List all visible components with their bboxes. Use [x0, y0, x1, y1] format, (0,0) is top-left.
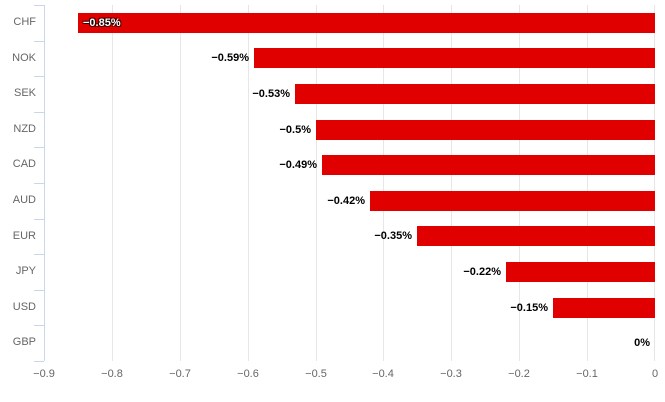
axis-tick-mark [34, 219, 44, 220]
bar [553, 298, 655, 318]
bar [506, 262, 655, 282]
bar-value-label: −0.35% [374, 230, 412, 242]
gridline [654, 5, 655, 361]
bar-value-label: −0.53% [252, 88, 290, 100]
axis-tick-mark [34, 254, 44, 255]
bar [78, 13, 655, 33]
gridline [316, 5, 317, 361]
bar-value-label: −0.49% [279, 159, 317, 171]
gridline [383, 5, 384, 361]
plot-area: −0.85% −0.59% −0.53% −0.5% −0.49% −0.42% −0.35… [34, 5, 655, 362]
category-label: JPY [15, 265, 36, 278]
axis-tick-mark [34, 147, 44, 148]
axis-tick-mark [34, 183, 44, 184]
gridline [451, 5, 452, 361]
x-axis-tick-label: −0.2 [508, 368, 530, 380]
category-label: USD [12, 300, 36, 313]
gridline [112, 5, 113, 361]
x-axis-tick-label: −0.7 [169, 368, 191, 380]
bar-value-label: −0.15% [510, 302, 548, 314]
category-label: GBP [12, 336, 36, 349]
bar [316, 120, 655, 140]
bar-value-label: −0.5% [279, 124, 312, 136]
bar [370, 191, 655, 211]
bar-value-label: −0.59% [211, 52, 249, 64]
x-axis-tick-label: −0.8 [101, 368, 123, 380]
axis-tick-mark [34, 325, 44, 326]
axis-tick-mark [34, 41, 44, 42]
bar-value-label: −0.85% [83, 17, 121, 29]
category-label: NOK [12, 51, 36, 64]
axis-tick-mark [34, 361, 44, 362]
axis-tick-mark [34, 112, 44, 113]
category-label: SEK [13, 87, 36, 100]
bar-value-label: 0% [634, 337, 650, 349]
x-axis-tick-label: −0.5 [305, 368, 327, 380]
category-label: NZD [13, 122, 36, 135]
x-axis-tick-label: 0 [651, 368, 659, 380]
x-axis-tick-label: −0.6 [237, 368, 259, 380]
axis-tick-mark [34, 290, 44, 291]
bar [295, 84, 655, 104]
y-axis-line [44, 5, 45, 361]
bar [254, 48, 655, 68]
bar [417, 226, 655, 246]
category-label: EUR [12, 229, 36, 242]
gridline [519, 5, 520, 361]
x-axis-tick-label: −0.9 [33, 368, 55, 380]
x-axis-tick-label: −0.4 [372, 368, 394, 380]
bar-value-label: −0.42% [327, 195, 365, 207]
axis-tick-mark [34, 5, 44, 6]
x-axis-tick-label: −0.1 [576, 368, 598, 380]
gridline [587, 5, 588, 361]
category-label: CHF [13, 16, 36, 28]
bar-value-label: −0.22% [463, 266, 501, 278]
x-axis-tick-label: −0.3 [440, 368, 462, 380]
gridline [180, 5, 181, 361]
gridline [248, 5, 249, 361]
axis-tick-mark [34, 76, 44, 77]
category-label: CAD [12, 158, 36, 171]
bar [322, 155, 655, 175]
category-label: AUD [12, 194, 36, 206]
